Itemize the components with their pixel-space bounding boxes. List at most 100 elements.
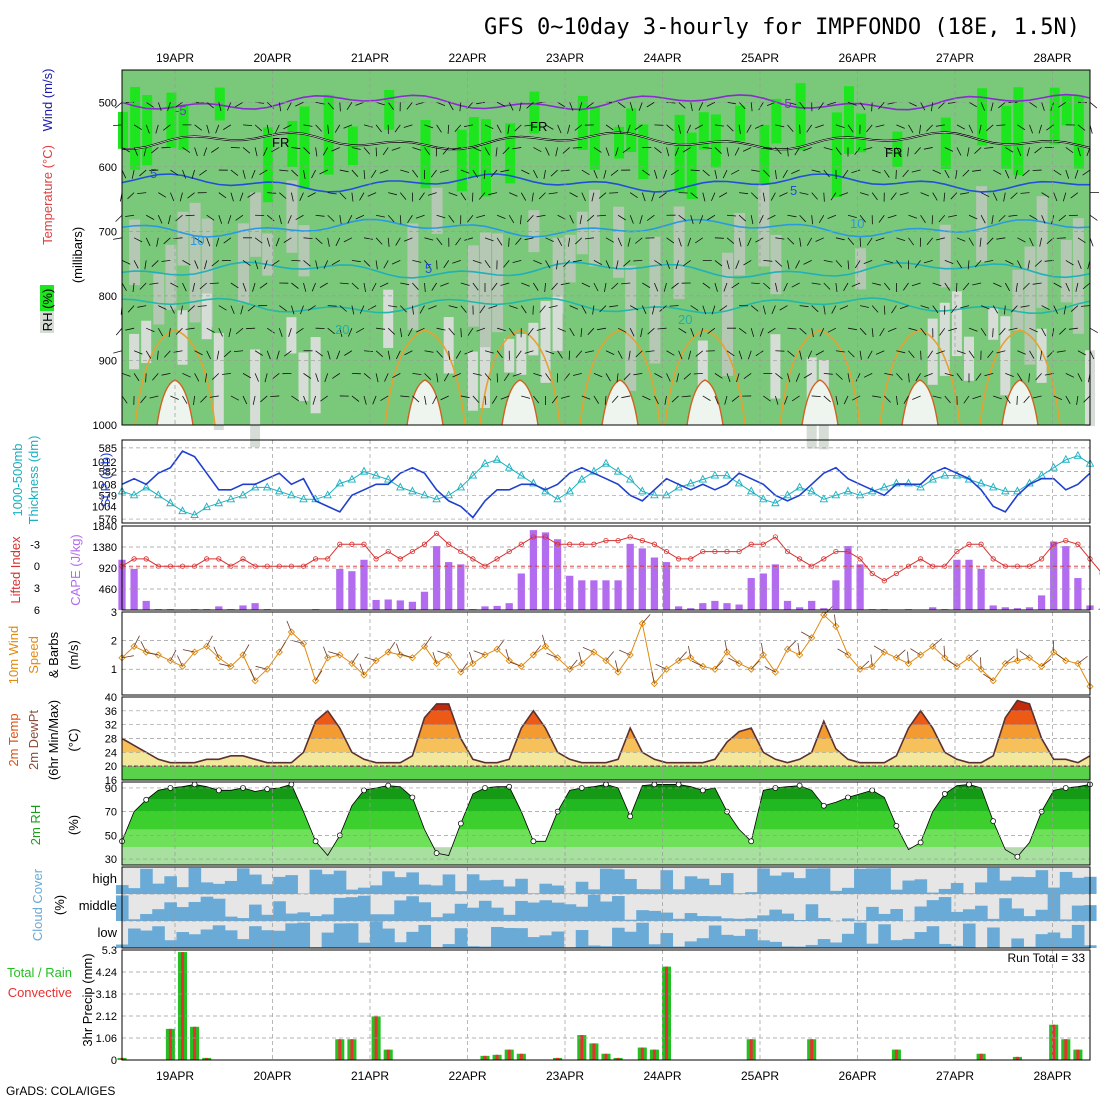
wind-barb [327,305,337,307]
wind-barb [424,282,426,293]
wind-barb [496,350,503,359]
wind-speed-point [965,654,973,662]
cape-bar [239,605,247,610]
rh-dry-cell [262,233,274,276]
thickness-point [1013,486,1022,495]
precip-label-total: Total / Rain [7,965,72,980]
wind-barb [339,102,341,112]
wind-barb [242,282,247,292]
cloud-cover-bar [938,888,952,894]
lifted-index-point [349,541,355,547]
wind-barb [899,192,909,196]
cloud-cover-bar [793,946,807,948]
wind-barb [334,124,341,133]
cloud-cover-bar [297,912,311,921]
wind-barb-10m [582,647,595,653]
wind-barb [948,327,958,332]
wind-barb [734,147,740,156]
wind-barb [980,192,990,198]
precip-convective-bar [350,1039,354,1060]
wind-barb [182,260,191,266]
lifted-index-point [615,538,621,544]
lifted-index-point [651,541,658,547]
cape-tick-label: 920 [99,563,117,575]
wind-barb [1017,350,1026,355]
wind-barb [638,102,643,111]
rh-moist-cell [1013,87,1024,176]
wind-barb [682,147,691,153]
cloud-cover-bar [430,885,444,894]
wind-barb-10m [764,666,776,673]
wind-barb [739,192,749,195]
wind-barb [956,260,963,269]
rh-moist-cell [626,108,637,153]
wind-barb [412,169,419,178]
wind-barb [454,124,462,132]
wind-barb [472,192,474,202]
cloud-cover-bar [890,909,903,921]
wind-barb [1041,192,1050,198]
cloud-cover-bar [261,914,274,921]
wind-barb-10m [1019,650,1030,659]
lifted-index-point [288,563,294,569]
precip-convective-bar [810,1039,814,1060]
wind-barb [605,237,614,243]
lifted-index-point [228,563,234,569]
wind-barb [300,305,304,315]
wind-barb [170,169,179,176]
precip-label-convective: Convective [8,985,72,1000]
cloud-cover-bar [200,896,214,921]
wind-barb [974,260,982,268]
wind-barb [544,282,546,293]
wind-barb [484,395,487,405]
cloud-cover-bar [478,900,492,921]
lifted-index-point [373,556,379,562]
cloud-cover-bar [515,928,528,948]
wind-barb-10m [968,649,979,659]
wind-barb [799,192,809,195]
cape-bar [553,539,562,610]
wind-barb [216,350,220,360]
cloud-cover-bar [261,930,274,948]
wind-barb [1028,373,1030,383]
wind-barb [440,395,449,401]
wind-barb [875,237,885,242]
cloud-cover-bar [733,918,746,921]
wind-barb-10m [578,651,583,664]
wind-barb [693,372,703,375]
rh-moist-cell [589,106,600,170]
rh-moist-cell [577,95,588,150]
cloud-cover-bar [212,883,226,894]
wind-barb [291,282,299,289]
wind-barb [211,147,220,153]
wind-barb [935,124,945,127]
wind-barb [1040,350,1042,360]
wind-barb [891,305,897,314]
pressure-tick-label: 800 [99,291,117,303]
cape-bar [505,603,513,610]
wind-barb [587,327,595,336]
wind-barb [355,214,365,220]
wind-barb [859,237,861,247]
wind-barb-10m [469,651,474,664]
wind-barb [569,305,579,310]
lifted-index-point [1075,541,1081,547]
cloud-cover-bar [491,907,504,921]
wind-speed-point [215,654,223,662]
wind-barb [747,350,752,360]
wind-barb [452,372,461,378]
wind-barb-10m [351,653,359,664]
wind-speed-point [251,677,259,685]
thickness-point [541,486,550,495]
wind-barb [242,260,251,266]
wind-barb-10m [1041,658,1052,667]
thickness-point [601,458,611,467]
wind-barb [569,192,578,198]
wind-barb [592,305,595,315]
wind-speed-point [1013,657,1022,665]
wind-barb [993,395,1002,400]
precip-convective-bar [193,1026,197,1060]
wind-barb [835,395,839,405]
wind-barb [658,192,667,199]
wind-speed-point [614,668,622,676]
